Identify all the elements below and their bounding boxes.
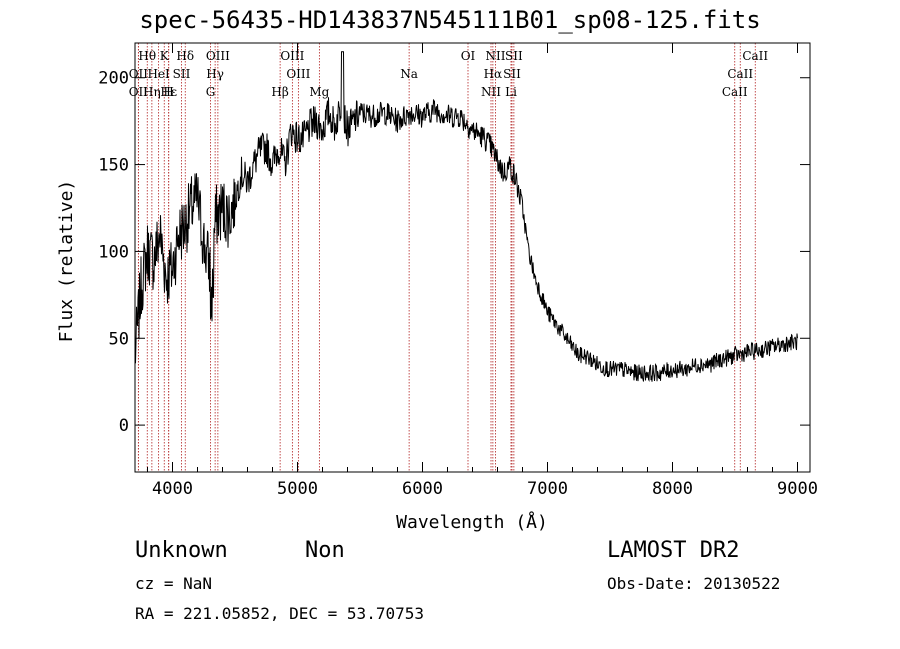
y-tick-label: 150: [98, 156, 129, 176]
line-marker-label: Hγ: [206, 67, 224, 81]
x-tick-label: 5000: [277, 479, 318, 499]
line-marker-label: CaII: [727, 67, 753, 81]
line-marker-label: NII: [481, 85, 501, 99]
y-tick-label: 50: [109, 329, 129, 349]
x-tick-label: 9000: [777, 479, 818, 499]
x-axis-ticks: 4000 5000 6000 7000 8000 9000: [147, 43, 818, 499]
x-tick-label: 4000: [152, 479, 193, 499]
spectrum-line: [134, 51, 798, 382]
line-marker-label: OIII: [280, 49, 304, 63]
x-axis-label: Wavelength (Å): [396, 511, 548, 533]
line-marker-label: CaII: [742, 49, 768, 63]
line-marker-label: K: [160, 49, 170, 63]
line-marker-label: Li: [505, 85, 517, 99]
line-marker-label: Hε: [160, 85, 177, 99]
line-marker-label: OII: [129, 67, 149, 81]
line-marker-label: OII: [129, 85, 149, 99]
redshift-cz: cz = NaN: [135, 574, 213, 593]
x-tick-label: 6000: [402, 479, 443, 499]
line-marker-label: Hδ: [176, 49, 194, 63]
line-marker-label: Mg: [309, 85, 329, 99]
x-tick-label: 7000: [527, 479, 568, 499]
y-tick-label: 100: [98, 242, 129, 262]
object-subclass: Non: [305, 538, 345, 563]
line-marker-label: Hβ: [271, 85, 288, 99]
line-marker-label: SII: [503, 67, 521, 81]
line-marker-label: SII: [505, 49, 523, 63]
line-marker-label: CaII: [722, 85, 748, 99]
line-marker-label: SII: [173, 67, 191, 81]
line-marker-label: G: [206, 85, 216, 99]
survey-name: LAMOST DR2: [607, 538, 740, 563]
line-marker-label: OIII: [286, 67, 310, 81]
line-marker-label: Hα: [484, 67, 503, 81]
y-tick-label: 200: [98, 69, 129, 89]
line-marker-label: OIII: [206, 49, 230, 63]
y-axis-ticks: 0 50 100 150 200: [98, 69, 810, 436]
y-axis-label: Flux (relative): [56, 180, 77, 343]
object-class: Unknown: [135, 538, 228, 563]
line-marker-label: Na: [400, 67, 418, 81]
line-marker-label: Hη: [143, 85, 161, 99]
coordinates: RA = 221.05852, DEC = 53.70753: [135, 604, 424, 623]
line-marker-label: H: [163, 85, 173, 99]
spectral-line-markers: [137, 43, 756, 472]
line-marker-label: HeI: [147, 67, 170, 81]
line-marker-label: NII: [486, 49, 506, 63]
line-marker-label: Hθ: [138, 49, 156, 63]
line-marker-label: OI: [461, 49, 476, 63]
plot-frame: [134, 42, 811, 473]
observation-date: Obs-Date: 20130522: [607, 574, 781, 593]
x-tick-label: 8000: [652, 479, 693, 499]
y-tick-label: 0: [119, 416, 129, 436]
chart-title: spec-56435-HD143837N545111B01_sp08-125.f…: [139, 6, 761, 34]
